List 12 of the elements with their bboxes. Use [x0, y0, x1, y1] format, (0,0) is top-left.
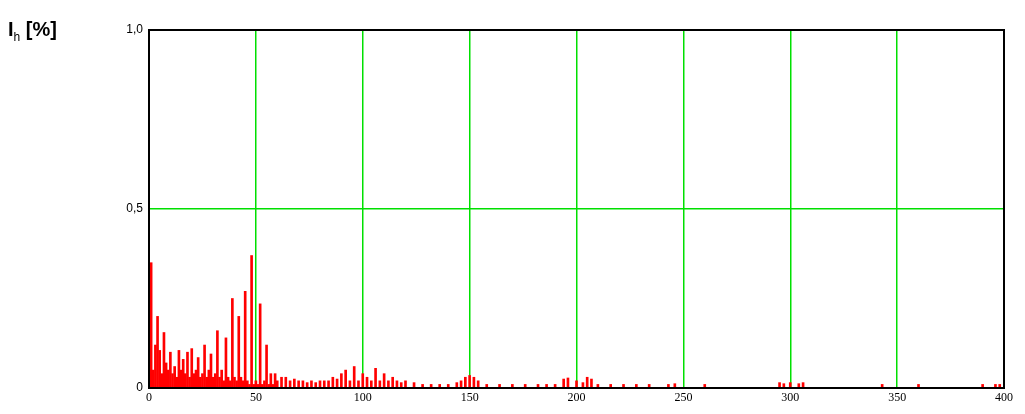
y-axis-title: I$_{h}$ [%]: [8, 18, 57, 44]
x-tick-label: 200: [567, 390, 586, 405]
x-tick-label: 150: [460, 390, 479, 405]
y-tick-label: 0: [136, 380, 144, 395]
x-tick-label: 300: [781, 390, 800, 405]
x-tick-label: 250: [674, 390, 693, 405]
y-tick-label: 0,5: [126, 201, 144, 216]
x-tick-label: 350: [888, 390, 907, 405]
y-tick-label: 1,0: [126, 22, 144, 37]
x-tick-label: 50: [249, 390, 262, 405]
x-tick-label: 100: [353, 390, 372, 405]
x-tick-label: 400: [995, 390, 1013, 405]
